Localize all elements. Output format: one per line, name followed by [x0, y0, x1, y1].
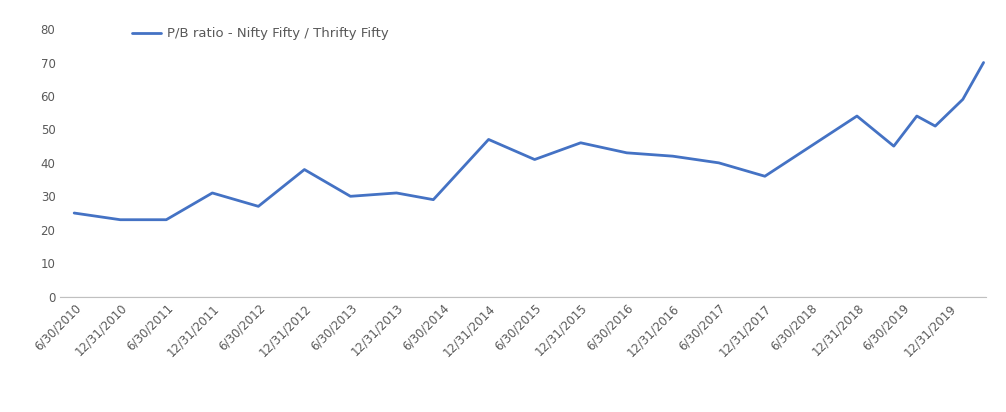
P/B ratio - Nifty Fifty / Thrifty Fifty — [759, 174, 771, 179]
P/B ratio - Nifty Fifty / Thrifty Fifty — [206, 190, 218, 195]
P/B ratio - Nifty Fifty / Thrifty Fifty — [713, 160, 725, 165]
P/B ratio - Nifty Fifty / Thrifty Fifty — [390, 190, 402, 195]
P/B ratio - Nifty Fifty / Thrifty Fifty — [957, 97, 969, 102]
P/B ratio - Nifty Fifty / Thrifty Fifty — [930, 124, 942, 129]
Line: P/B ratio - Nifty Fifty / Thrifty Fifty: P/B ratio - Nifty Fifty / Thrifty Fifty — [74, 63, 984, 220]
P/B ratio - Nifty Fifty / Thrifty Fifty — [483, 137, 495, 142]
P/B ratio - Nifty Fifty / Thrifty Fifty — [978, 60, 990, 65]
P/B ratio - Nifty Fifty / Thrifty Fifty — [887, 144, 899, 149]
P/B ratio - Nifty Fifty / Thrifty Fifty — [428, 197, 440, 202]
P/B ratio - Nifty Fifty / Thrifty Fifty — [574, 140, 586, 145]
P/B ratio - Nifty Fifty / Thrifty Fifty — [115, 217, 127, 222]
P/B ratio - Nifty Fifty / Thrifty Fifty — [160, 217, 172, 222]
P/B ratio - Nifty Fifty / Thrifty Fifty — [344, 194, 356, 199]
Legend: P/B ratio - Nifty Fifty / Thrifty Fifty: P/B ratio - Nifty Fifty / Thrifty Fifty — [132, 28, 389, 40]
P/B ratio - Nifty Fifty / Thrifty Fifty — [910, 114, 923, 119]
P/B ratio - Nifty Fifty / Thrifty Fifty — [805, 144, 817, 149]
P/B ratio - Nifty Fifty / Thrifty Fifty — [253, 204, 265, 209]
P/B ratio - Nifty Fifty / Thrifty Fifty — [851, 114, 863, 119]
P/B ratio - Nifty Fifty / Thrifty Fifty — [299, 167, 311, 172]
P/B ratio - Nifty Fifty / Thrifty Fifty — [68, 211, 80, 215]
P/B ratio - Nifty Fifty / Thrifty Fifty — [667, 154, 679, 159]
P/B ratio - Nifty Fifty / Thrifty Fifty — [621, 150, 633, 155]
P/B ratio - Nifty Fifty / Thrifty Fifty — [528, 157, 540, 162]
